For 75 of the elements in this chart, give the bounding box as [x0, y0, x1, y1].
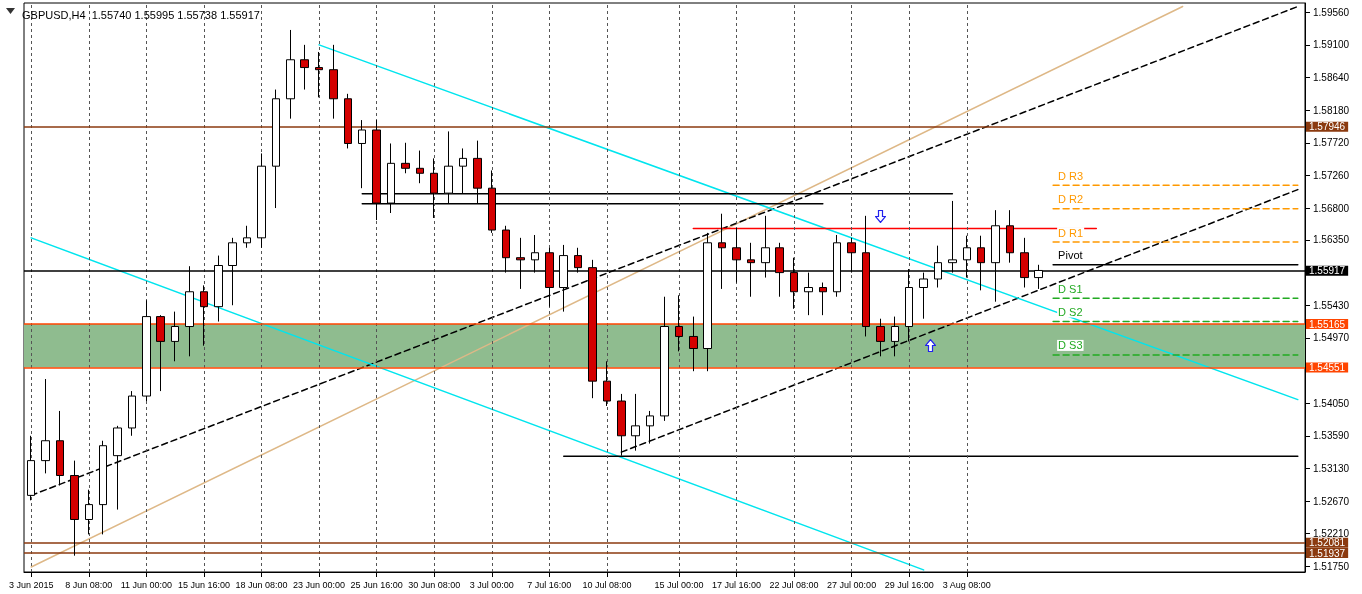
y-tick-label: 1.55430	[1313, 299, 1350, 311]
candlestick	[315, 51, 323, 98]
y-tick-label: 1.53130	[1313, 462, 1350, 474]
x-tick-label: 11 Jun 00:00	[120, 579, 173, 590]
candlestick	[646, 410, 654, 445]
candlestick	[344, 93, 352, 149]
ref-line-label: 1.52081	[1309, 537, 1346, 549]
candlestick	[128, 390, 136, 437]
x-tick-label: 7 Jul 16:00	[527, 579, 572, 590]
y-tick-label: 1.57720	[1313, 137, 1350, 149]
candlestick	[156, 314, 165, 392]
candlestick	[891, 316, 899, 357]
candlestick	[41, 378, 50, 474]
candlestick	[819, 282, 827, 316]
x-tick-label: 29 Jul 16:00	[884, 579, 934, 590]
candlestick	[56, 410, 64, 486]
candlestick	[358, 119, 366, 189]
x-tick-label: 27 Jul 00:00	[827, 579, 877, 590]
y-tick-label: 1.52670	[1313, 495, 1350, 507]
candlestick	[416, 150, 424, 184]
y-tick-label: 1.59560	[1313, 6, 1350, 18]
candlestick	[660, 296, 669, 422]
candlestick	[675, 294, 683, 352]
y-tick-label: 1.56800	[1313, 202, 1350, 214]
x-tick-label: 15 Jun 16:00	[177, 579, 230, 590]
x-tick-label: 23 Jun 00:00	[293, 579, 346, 590]
candlestick	[603, 360, 611, 407]
series-label: D S3	[1058, 339, 1083, 352]
candlestick	[300, 44, 309, 91]
x-tick-label: 18 Jun 08:00	[235, 579, 288, 590]
ref-line-label: 1.55917	[1309, 265, 1346, 277]
y-tick-label: 1.52210	[1313, 528, 1350, 540]
candlestick	[272, 89, 280, 209]
x-tick-label: 22 Jul 08:00	[769, 579, 819, 590]
candlestick	[85, 489, 93, 535]
series-label: D R1	[1058, 226, 1084, 239]
ref-line-label: 1.51937	[1309, 547, 1346, 559]
x-tick-label: 3 Aug 08:00	[942, 579, 991, 590]
candlestick	[689, 316, 698, 372]
candlestick	[200, 284, 208, 347]
candlestick	[401, 142, 410, 174]
y-tick-label: 1.54050	[1313, 397, 1350, 409]
candlestick	[243, 225, 251, 249]
y-tick-label: 1.59100	[1313, 39, 1350, 51]
x-tick-label: 10 Jul 08:00	[582, 579, 632, 590]
ref-line-label: 1.55165	[1309, 318, 1346, 330]
candlestick	[876, 318, 885, 357]
y-tick-label: 1.58180	[1313, 104, 1350, 116]
ref-line-label: 1.57946	[1309, 121, 1346, 133]
ref-line-label: 1.54551	[1309, 362, 1346, 374]
x-tick-label: 3 Jul 00:00	[469, 579, 514, 590]
candlestick	[1006, 209, 1014, 264]
series-label: D R3	[1058, 169, 1084, 182]
series-label: D S1	[1058, 282, 1083, 295]
y-tick-label: 1.54970	[1313, 332, 1350, 344]
y-tick-label: 1.51750	[1313, 560, 1350, 572]
y-tick-label: 1.57260	[1313, 169, 1350, 181]
x-tick-label: 30 Jun 08:00	[408, 579, 461, 590]
series-label: D S2	[1058, 306, 1083, 319]
candlestick	[286, 29, 295, 120]
y-tick-label: 1.53590	[1313, 430, 1350, 442]
x-tick-label: 3 Jun 2015	[8, 579, 54, 590]
candlestick	[142, 299, 151, 402]
candlestick	[171, 311, 179, 362]
x-tick-label: 8 Jun 08:00	[65, 579, 113, 590]
candlestick	[257, 152, 266, 249]
x-tick-label: 25 Jun 16:00	[350, 579, 403, 590]
x-tick-label: 17 Jul 16:00	[711, 579, 761, 590]
y-tick-label: 1.58640	[1313, 72, 1350, 83]
series-label: Pivot	[1058, 249, 1083, 262]
text: GBPUSD,H4 1.55740 1.55995 1.55738 1.55917	[22, 8, 260, 21]
x-tick-label: 15 Jul 00:00	[654, 579, 704, 590]
series-label: D R2	[1058, 193, 1084, 206]
y-tick-label: 1.56350	[1313, 234, 1350, 246]
candlestick	[329, 44, 338, 120]
